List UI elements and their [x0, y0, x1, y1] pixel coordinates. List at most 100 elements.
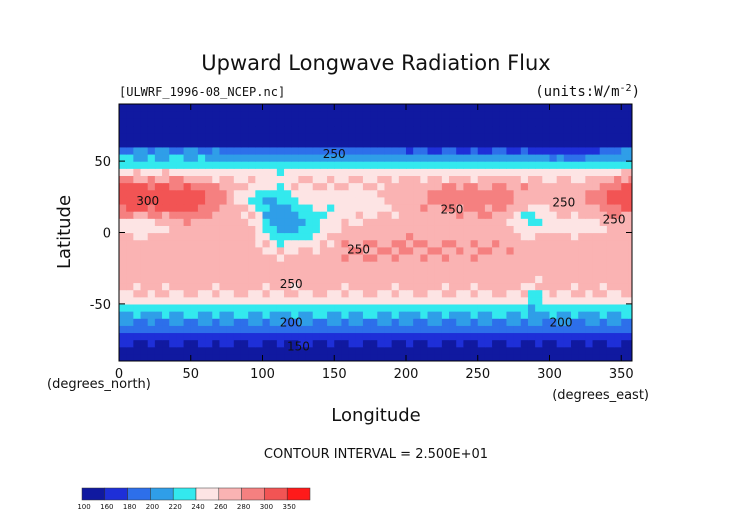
- heatmap-cell: [578, 132, 586, 141]
- heatmap-cell: [456, 189, 464, 198]
- heatmap-cell: [377, 161, 386, 169]
- heatmap-cell: [592, 339, 601, 348]
- heatmap-cell: [520, 261, 529, 269]
- heatmap-cell: [628, 282, 632, 291]
- heatmap-cell: [133, 275, 142, 284]
- x-tick-label: 350: [609, 367, 634, 382]
- heatmap-cell: [370, 289, 378, 298]
- heatmap-cell: [147, 203, 156, 212]
- heatmap-cell: [140, 132, 149, 141]
- heatmap-cell: [585, 153, 594, 162]
- heatmap-cell: [176, 275, 185, 284]
- heatmap-cell: [614, 203, 622, 212]
- heatmap-cell: [614, 246, 622, 255]
- heatmap-cell: [377, 132, 386, 141]
- heatmap-cell: [219, 253, 228, 262]
- heatmap-cell: [370, 196, 378, 205]
- heatmap-cell: [190, 211, 199, 219]
- heatmap-cell: [219, 261, 228, 269]
- heatmap-cell: [147, 139, 156, 148]
- heatmap-cell: [276, 168, 285, 176]
- heatmap-cell: [262, 161, 271, 169]
- heatmap-cell: [477, 296, 486, 305]
- heatmap-cell: [212, 303, 221, 312]
- heatmap-cell: [176, 175, 185, 184]
- heatmap-cell: [298, 118, 307, 127]
- heatmap-cell: [571, 153, 579, 162]
- heatmap-cell: [341, 353, 350, 361]
- heatmap-cell: [147, 211, 156, 219]
- heatmap-cell: [262, 282, 271, 291]
- heatmap-cell: [606, 196, 615, 205]
- heatmap-cell: [549, 139, 558, 148]
- heatmap-cell: [276, 203, 285, 212]
- heatmap-cell: [233, 153, 242, 162]
- heatmap-cell: [140, 261, 149, 269]
- heatmap-cell: [420, 118, 429, 127]
- heatmap-cell: [477, 332, 486, 341]
- heatmap-cell: [176, 268, 185, 276]
- heatmap-cell: [413, 146, 421, 155]
- heatmap-cell: [449, 132, 457, 141]
- heatmap-cell: [176, 225, 185, 234]
- heatmap-cell: [592, 296, 601, 305]
- heatmap-cell: [405, 153, 414, 162]
- heatmap-cell: [205, 325, 213, 334]
- heatmap-cell: [599, 303, 608, 312]
- heatmap-cell: [169, 146, 177, 155]
- heatmap-cell: [183, 175, 192, 184]
- heatmap-cell: [162, 196, 170, 205]
- heatmap-cell: [420, 303, 429, 312]
- heatmap-cell: [384, 189, 393, 198]
- heatmap-cell: [190, 232, 199, 241]
- heatmap-cell: [197, 118, 206, 127]
- heatmap-cell: [621, 296, 630, 305]
- heatmap-cell: [520, 203, 529, 212]
- heatmap-cell: [542, 232, 551, 241]
- heatmap-cell: [398, 346, 407, 355]
- heatmap-cell: [119, 203, 127, 212]
- heatmap-cell: [513, 175, 522, 184]
- heatmap-cell: [384, 203, 393, 212]
- heatmap-cell: [499, 296, 508, 305]
- heatmap-cell: [169, 303, 177, 312]
- heatmap-cell: [456, 225, 464, 234]
- heatmap-cell: [284, 339, 292, 348]
- heatmap-cell: [520, 196, 529, 205]
- heatmap-cell: [312, 104, 321, 112]
- heatmap-cell: [197, 196, 206, 205]
- heatmap-cell: [513, 289, 522, 298]
- heatmap-cell: [119, 261, 127, 269]
- heatmap-cell: [527, 132, 536, 141]
- heatmap-cell: [341, 346, 350, 355]
- heatmap-cell: [463, 146, 472, 155]
- heatmap-cell: [398, 296, 407, 305]
- heatmap-cell: [212, 146, 221, 155]
- heatmap-cell: [162, 225, 170, 234]
- heatmap-cell: [133, 168, 142, 176]
- heatmap-cell: [535, 346, 543, 355]
- heatmap-cell: [563, 296, 572, 305]
- contour-interval-label: CONTOUR INTERVAL = 2.500E+01: [264, 447, 488, 462]
- heatmap-cell: [542, 339, 551, 348]
- heatmap-cell: [563, 211, 572, 219]
- heatmap-cell: [355, 182, 364, 191]
- heatmap-cell: [484, 239, 493, 248]
- heatmap-cell: [219, 246, 228, 255]
- heatmap-cell: [298, 353, 307, 361]
- heatmap-cell: [255, 203, 264, 212]
- heatmap-cell: [405, 253, 414, 262]
- heatmap-cell: [348, 139, 357, 148]
- heatmap-cell: [549, 232, 558, 241]
- heatmap-cell: [585, 139, 594, 148]
- heatmap-cell: [248, 282, 256, 291]
- heatmap-cell: [362, 146, 371, 155]
- heatmap-cell: [571, 296, 579, 305]
- heatmap-cell: [298, 189, 307, 198]
- heatmap-cell: [190, 268, 199, 276]
- heatmap-cell: [255, 232, 264, 241]
- heatmap-cell: [606, 153, 615, 162]
- heatmap-cell: [197, 203, 206, 212]
- heatmap-cell: [240, 139, 249, 148]
- heatmap-cell: [542, 175, 551, 184]
